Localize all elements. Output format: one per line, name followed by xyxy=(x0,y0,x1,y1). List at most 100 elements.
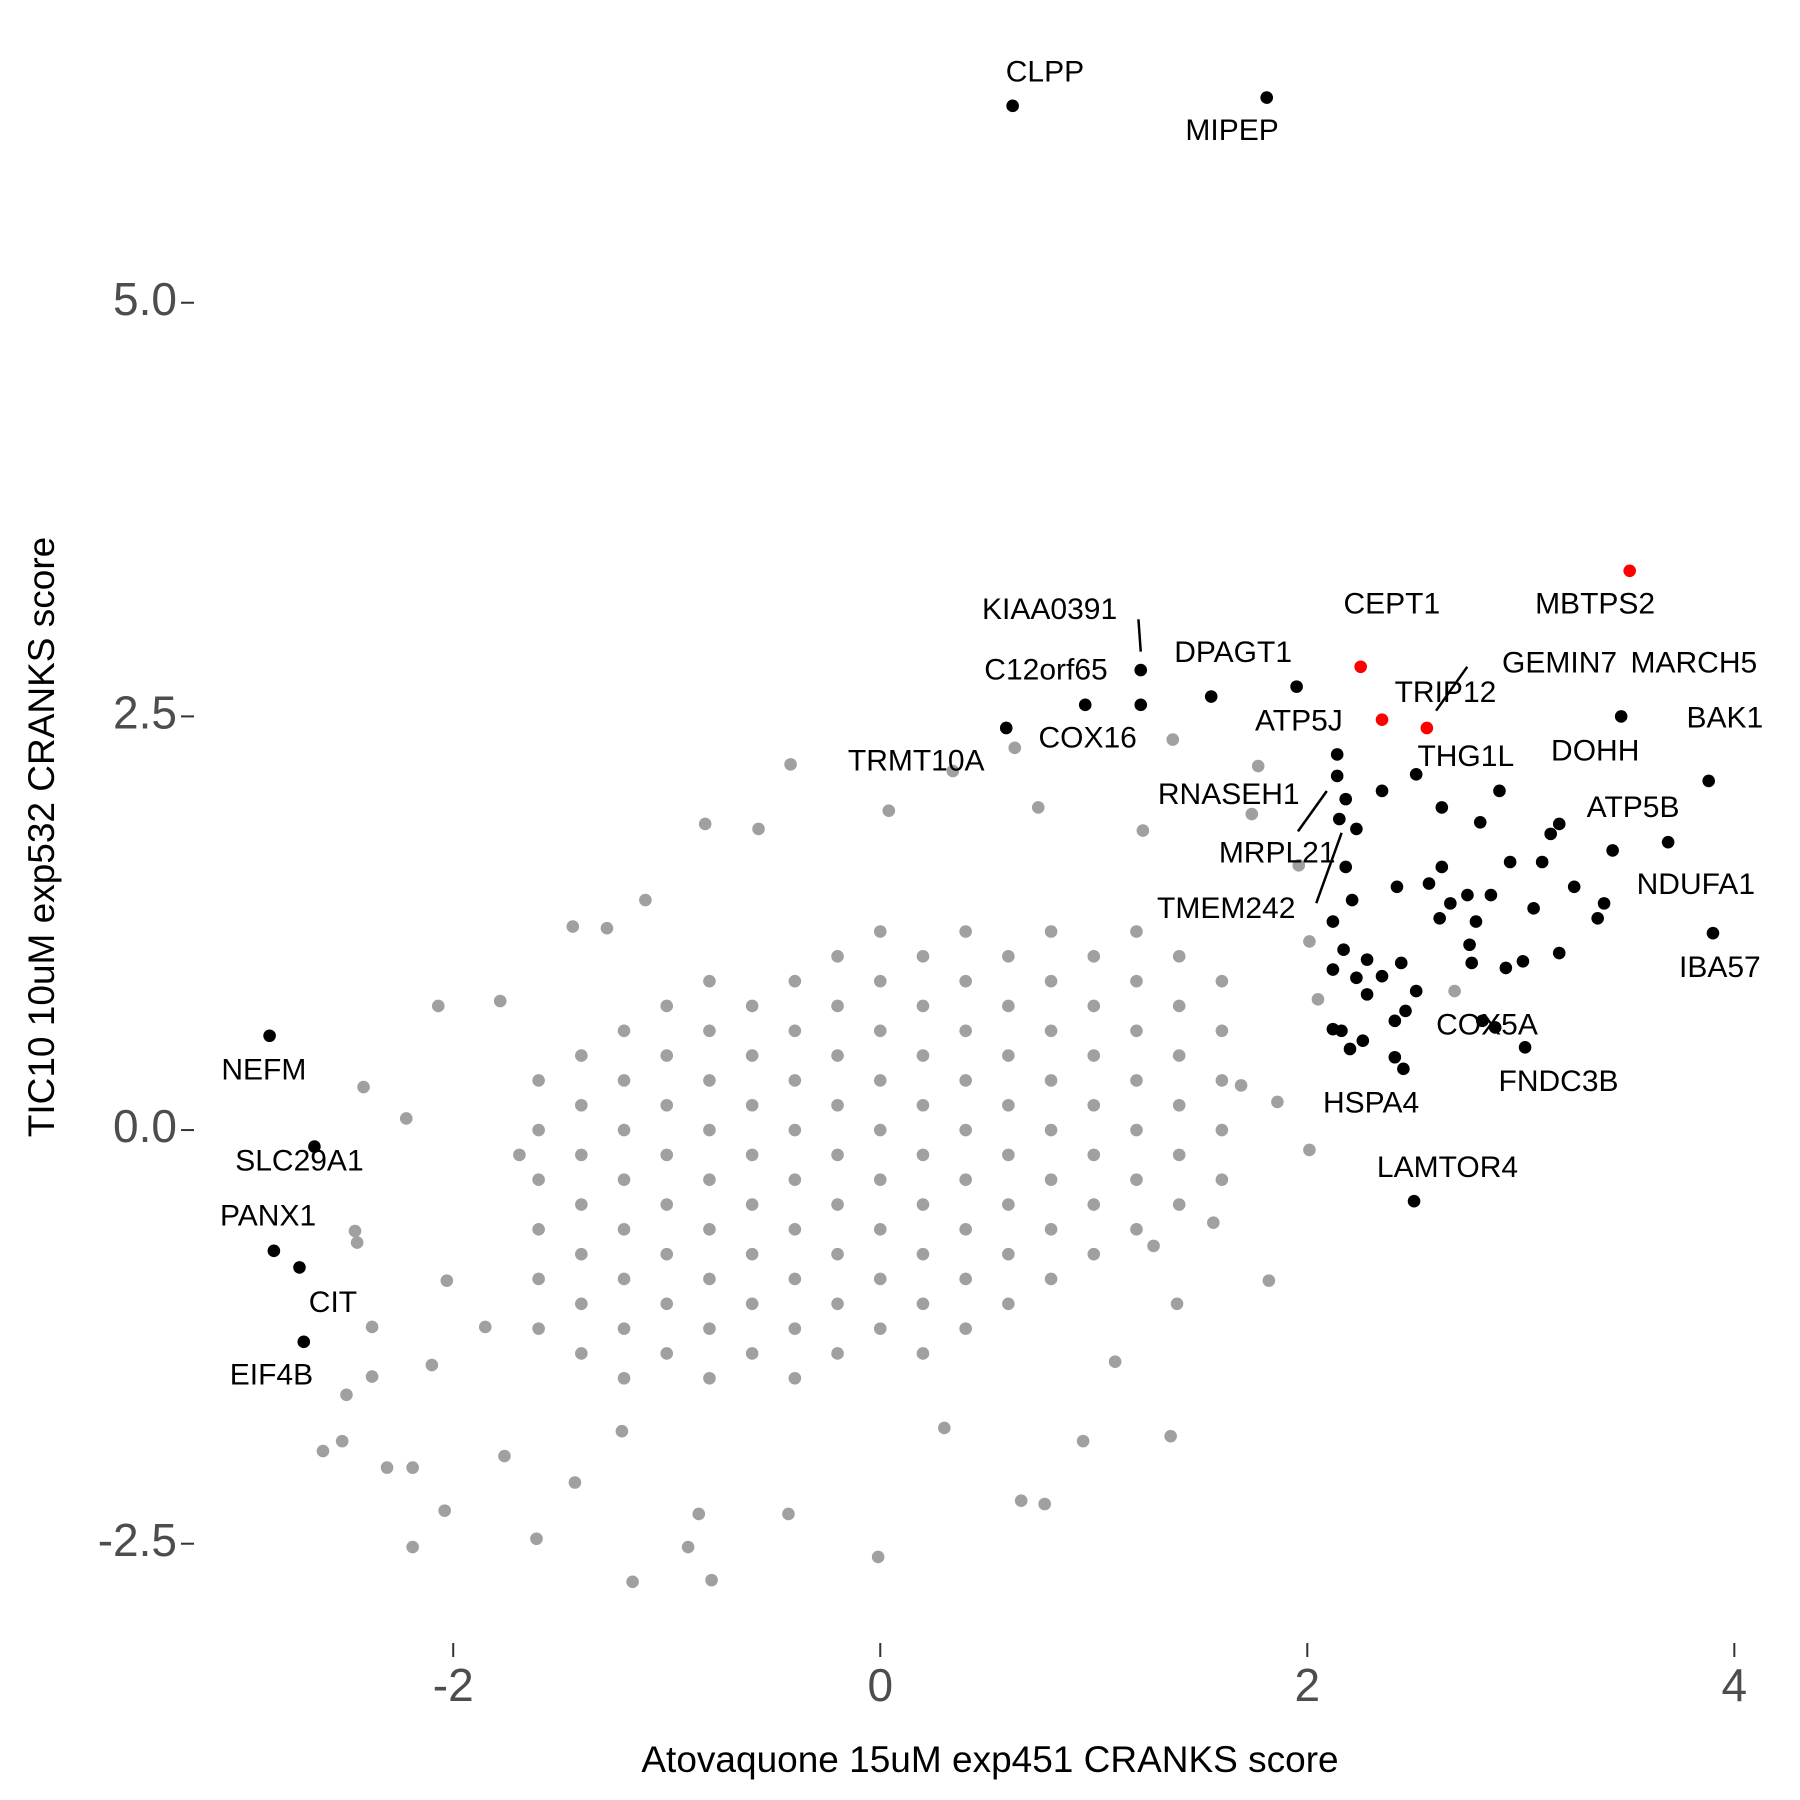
point xyxy=(959,1173,972,1187)
point xyxy=(498,1449,511,1463)
point xyxy=(938,1421,951,1435)
point xyxy=(1044,974,1058,988)
point xyxy=(566,920,580,933)
point-label: MRPL21 xyxy=(1219,836,1336,869)
point xyxy=(1420,721,1434,735)
point xyxy=(916,1049,930,1062)
point xyxy=(1335,1024,1348,1038)
point xyxy=(1087,999,1101,1013)
point xyxy=(788,1371,802,1385)
point xyxy=(1166,733,1180,746)
point xyxy=(1516,954,1530,968)
point xyxy=(1476,1014,1489,1028)
point xyxy=(1433,911,1446,925)
point xyxy=(916,1347,930,1360)
point xyxy=(1014,1494,1028,1508)
point xyxy=(1394,956,1408,970)
point-label: ATP5J xyxy=(1255,704,1343,737)
point xyxy=(782,1507,795,1521)
point xyxy=(698,817,712,831)
point xyxy=(660,1049,674,1062)
point xyxy=(532,1173,545,1187)
point-label: CEPT1 xyxy=(1343,588,1440,621)
point-label: SLC29A1 xyxy=(235,1145,363,1178)
point xyxy=(1172,950,1186,963)
point xyxy=(263,1029,276,1043)
point xyxy=(438,1504,451,1517)
y-tick-label: 0.0 xyxy=(113,1100,177,1152)
point xyxy=(788,1223,802,1236)
point xyxy=(1002,1098,1015,1112)
point xyxy=(1292,859,1306,872)
point xyxy=(406,1540,419,1554)
point xyxy=(617,1272,631,1286)
point xyxy=(513,1148,526,1162)
point xyxy=(1002,1297,1015,1311)
point xyxy=(575,1347,588,1360)
point xyxy=(959,1074,972,1087)
point xyxy=(348,1224,362,1238)
point xyxy=(1360,988,1374,1001)
point xyxy=(1207,1216,1220,1230)
point xyxy=(916,1247,930,1261)
point xyxy=(1390,880,1404,894)
point xyxy=(1172,1049,1186,1062)
point xyxy=(660,1347,674,1360)
point xyxy=(1136,824,1150,837)
y-axis-title: TIC10 10uM exp532 CRANKS score xyxy=(21,537,62,1138)
point xyxy=(493,994,507,1008)
point xyxy=(1473,815,1487,829)
point-label: TRMT10A xyxy=(848,745,985,778)
point xyxy=(365,1370,379,1383)
point xyxy=(1444,897,1457,910)
point xyxy=(617,1173,631,1187)
point xyxy=(946,764,960,778)
point xyxy=(1164,1429,1177,1443)
point xyxy=(1044,1074,1058,1087)
point xyxy=(316,1444,330,1458)
point xyxy=(575,1049,588,1062)
point xyxy=(873,974,887,988)
point xyxy=(1623,564,1637,578)
point xyxy=(831,1198,844,1211)
point xyxy=(1465,956,1478,970)
point xyxy=(1147,1239,1160,1253)
x-tick-label: -2 xyxy=(433,1659,474,1711)
point xyxy=(660,1247,674,1261)
point xyxy=(745,1247,759,1261)
point xyxy=(788,1024,802,1038)
point xyxy=(532,1322,545,1335)
point xyxy=(703,1272,716,1286)
point-label: ATP5B xyxy=(1587,791,1680,824)
point xyxy=(1399,1004,1412,1018)
point xyxy=(745,1347,759,1360)
point xyxy=(1527,902,1540,915)
point xyxy=(1087,950,1101,963)
point xyxy=(1493,784,1506,798)
point xyxy=(1130,1223,1143,1236)
point xyxy=(916,1098,930,1112)
point xyxy=(1422,877,1436,890)
point xyxy=(1130,1024,1143,1038)
point xyxy=(1002,999,1015,1013)
point xyxy=(380,1461,394,1474)
point xyxy=(1002,1049,1015,1062)
y-tick-label: -2.5 xyxy=(98,1514,177,1566)
point xyxy=(1204,690,1218,703)
point xyxy=(660,1148,674,1162)
point-label: CIT xyxy=(309,1286,357,1319)
point xyxy=(1552,946,1566,960)
point-label: KIAA0391 xyxy=(982,593,1117,626)
point xyxy=(1172,1198,1186,1211)
point xyxy=(1130,974,1143,988)
point xyxy=(1597,897,1611,910)
point xyxy=(1337,943,1350,957)
point xyxy=(1339,860,1353,874)
point xyxy=(431,999,445,1013)
point xyxy=(1544,827,1557,841)
point-label: THG1L xyxy=(1417,740,1514,773)
x-axis-title: Atovaquone 15uM exp451 CRANKS score xyxy=(641,1739,1338,1780)
point xyxy=(831,1247,844,1261)
point xyxy=(1215,1173,1229,1187)
point xyxy=(617,1074,631,1087)
